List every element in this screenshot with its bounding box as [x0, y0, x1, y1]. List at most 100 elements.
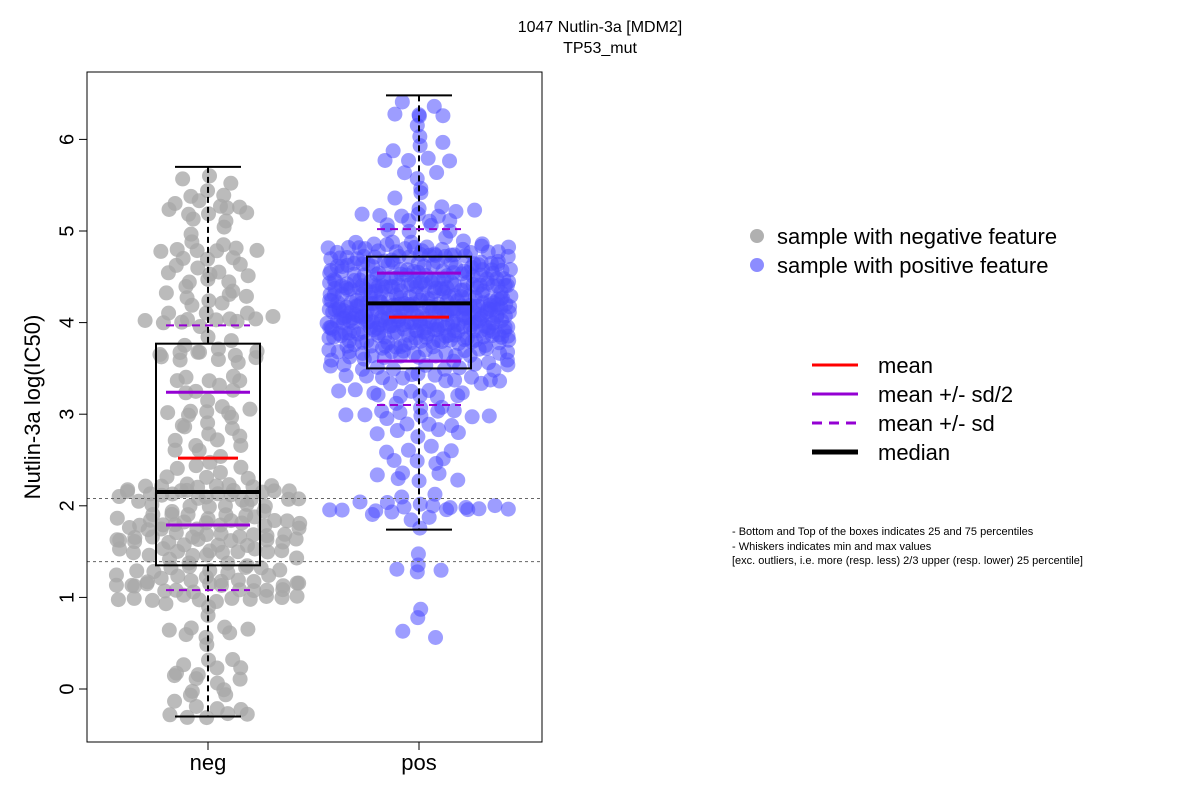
data-point [289, 575, 305, 591]
data-point [502, 262, 518, 278]
data-point [199, 710, 215, 726]
data-point [137, 312, 153, 328]
data-point [202, 563, 218, 579]
data-point [181, 206, 197, 222]
data-point [442, 500, 458, 516]
data-point [120, 482, 136, 498]
data-point [279, 513, 295, 529]
data-point [447, 372, 463, 388]
data-point [394, 208, 410, 224]
legend-label: sample with positive feature [777, 253, 1048, 278]
data-point [202, 168, 218, 184]
note-line-3: [exc. outliers, i.e. more (resp. less) 2… [732, 555, 1083, 567]
data-point [211, 264, 227, 280]
data-point [464, 369, 480, 385]
data-point [138, 478, 154, 494]
data-point [131, 493, 147, 509]
data-point [177, 337, 193, 353]
note-line-1: - Bottom and Top of the boxes indicates … [732, 526, 1034, 538]
data-point [260, 544, 276, 560]
data-point [157, 583, 173, 599]
data-point [239, 305, 255, 321]
x-tick-label: neg [190, 750, 227, 775]
data-point [352, 494, 368, 510]
data-point [232, 199, 248, 215]
y-tick-label: 4 [56, 317, 78, 328]
data-point [233, 702, 249, 718]
data-point [474, 236, 490, 252]
data-point [442, 153, 458, 169]
data-point [208, 594, 224, 610]
data-point [487, 498, 503, 514]
data-point [409, 171, 425, 187]
data-point [427, 486, 443, 502]
data-point [385, 143, 401, 159]
y-tick-label: 1 [56, 592, 78, 603]
legend-label: mean [878, 353, 933, 378]
data-point [401, 223, 417, 239]
y-tick-label: 5 [56, 225, 78, 236]
data-point [124, 577, 140, 593]
note-line-2: - Whiskers indicates min and max values [732, 541, 932, 553]
data-point [129, 563, 145, 579]
data-point [201, 373, 217, 389]
data-point [217, 619, 233, 635]
data-point [410, 429, 426, 445]
data-point [426, 98, 442, 114]
data-point [169, 460, 185, 476]
data-point [481, 408, 497, 424]
data-point [198, 629, 214, 645]
data-point [159, 469, 175, 485]
data-point [217, 498, 233, 514]
data-point [175, 171, 191, 187]
data-point [272, 562, 288, 578]
data-point [433, 562, 449, 578]
data-point [221, 477, 237, 493]
data-point [275, 578, 291, 594]
data-point [182, 403, 198, 419]
data-point [161, 622, 177, 638]
data-point [464, 409, 480, 425]
data-point [395, 465, 411, 481]
data-point [369, 426, 385, 442]
data-point [369, 467, 385, 483]
data-point [167, 693, 183, 709]
data-point [224, 421, 240, 437]
data-point [421, 509, 437, 525]
data-point [210, 537, 226, 553]
legend-label: median [878, 440, 950, 465]
data-point [404, 367, 420, 383]
data-point [259, 582, 275, 598]
data-point [223, 175, 239, 191]
data-point [435, 134, 451, 150]
data-point [444, 418, 460, 434]
data-point [178, 369, 194, 385]
data-point [213, 449, 229, 465]
y-tick-label: 3 [56, 409, 78, 420]
data-point [209, 675, 225, 691]
data-point [200, 393, 216, 409]
data-point [354, 206, 370, 222]
data-point [443, 443, 459, 459]
box-neg [155, 165, 261, 718]
data-point [201, 426, 217, 442]
data-point [347, 382, 363, 398]
data-point [183, 573, 199, 589]
legend-marker-positive [750, 258, 764, 272]
data-point [167, 432, 183, 448]
data-point [167, 195, 183, 211]
box-pos [366, 94, 472, 531]
data-point [292, 515, 308, 531]
data-point [446, 403, 462, 419]
data-point [188, 698, 204, 714]
data-point [109, 532, 125, 548]
data-point [249, 343, 265, 359]
data-point [153, 349, 169, 365]
data-point [458, 499, 474, 515]
data-point [108, 567, 124, 583]
data-point [249, 242, 265, 258]
data-point [368, 503, 384, 519]
data-point [366, 236, 382, 252]
legend-marker-negative [750, 229, 764, 243]
data-point [179, 476, 195, 492]
